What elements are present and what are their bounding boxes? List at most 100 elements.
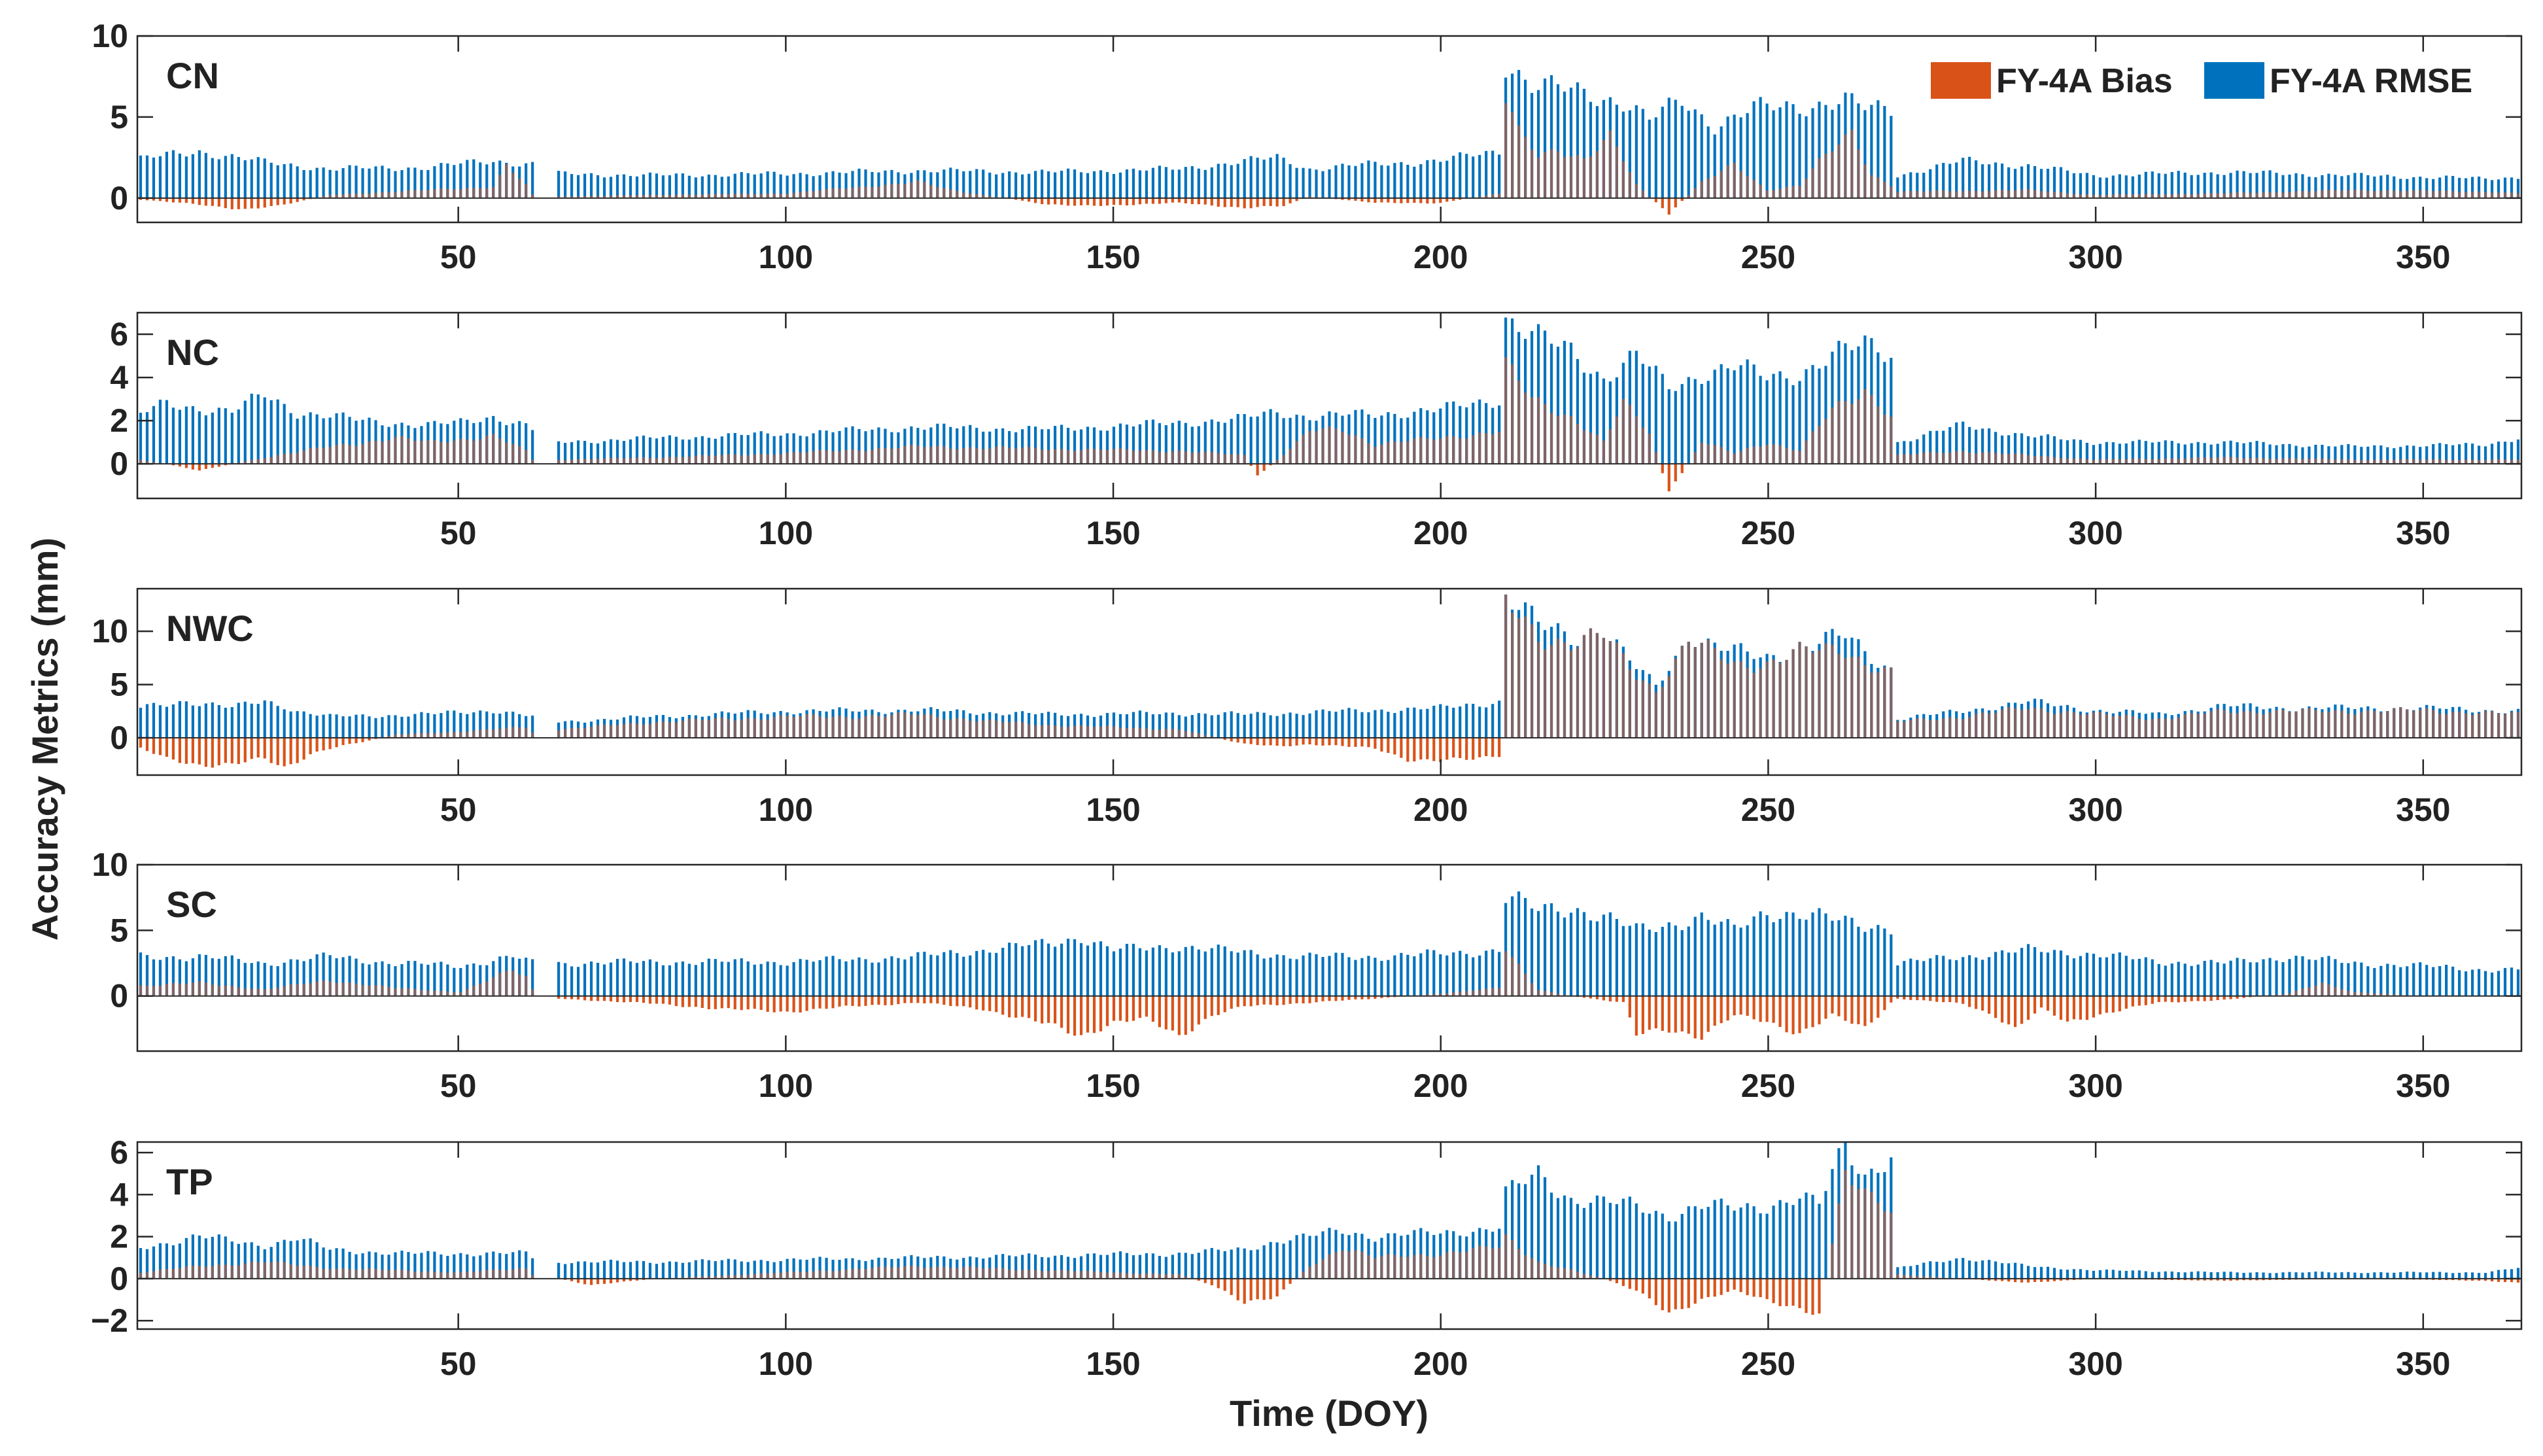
bias-bar xyxy=(733,454,736,464)
bias-bar xyxy=(2066,996,2069,1022)
rmse-bar xyxy=(825,956,828,996)
bias-bar xyxy=(1929,996,1932,1001)
rmse-bar xyxy=(1791,385,1795,464)
rmse-bar xyxy=(256,394,260,464)
rmse-bar xyxy=(1536,1165,1540,1279)
bias-bar xyxy=(733,193,736,198)
bias-bar xyxy=(1549,992,1553,996)
rmse-bar xyxy=(2451,176,2455,198)
rmse-bar xyxy=(2164,440,2167,464)
bias-bar xyxy=(982,1268,985,1279)
bias-bar xyxy=(1491,1248,1495,1279)
bias-bar xyxy=(2314,191,2317,198)
rmse-bar xyxy=(2386,447,2389,464)
rmse-bar xyxy=(453,967,456,996)
rmse-bar xyxy=(1459,152,1462,198)
x-tick-label: 100 xyxy=(759,791,813,828)
rmse-bar xyxy=(779,965,782,996)
rmse-bar xyxy=(2196,442,2200,464)
bias-bar xyxy=(1243,455,1246,464)
bias-bar xyxy=(2000,190,2004,198)
rmse-bar xyxy=(1877,925,1880,996)
bias-bar xyxy=(1380,738,1383,752)
bias-bar xyxy=(1654,1278,1657,1306)
bias-bar xyxy=(2406,190,2409,198)
rmse-bar xyxy=(230,154,234,198)
bias-bar xyxy=(910,996,913,1003)
bias-bar xyxy=(1798,996,1801,1033)
rmse-bar xyxy=(701,176,704,198)
bias-bar xyxy=(2458,711,2461,738)
rmse-bar xyxy=(1223,423,1226,464)
y-tick-label: 6 xyxy=(110,1134,128,1171)
rmse-bar xyxy=(2236,1272,2239,1279)
bias-bar xyxy=(1269,1278,1272,1300)
bias-bar xyxy=(2451,190,2455,198)
bias-bar xyxy=(2079,194,2083,198)
rmse-bar xyxy=(309,714,312,738)
rmse-bar xyxy=(341,412,345,464)
bias-bar xyxy=(1700,642,1703,738)
rmse-bar xyxy=(2000,435,2004,464)
bias-bar xyxy=(1896,1274,1899,1279)
rmse-bar xyxy=(2432,179,2435,198)
bias-bar xyxy=(635,996,639,1002)
rmse-bar xyxy=(1641,364,1644,464)
bias-bar xyxy=(485,980,489,996)
bias-bar xyxy=(1667,1278,1670,1313)
bias-bar xyxy=(851,996,854,1006)
bias-bar xyxy=(453,440,456,464)
rmse-bar xyxy=(217,704,220,738)
bias-bar xyxy=(975,194,978,198)
bias-bar xyxy=(701,719,704,738)
rmse-bar xyxy=(1563,917,1566,996)
bias-bar xyxy=(766,454,769,464)
bias-bar xyxy=(1315,996,1318,1003)
bias-bar xyxy=(642,457,646,464)
bias-bar xyxy=(1445,738,1449,760)
rmse-bar xyxy=(2432,443,2435,464)
rmse-bar xyxy=(224,1236,227,1279)
rmse-bar xyxy=(1824,913,1827,996)
rmse-bar xyxy=(531,162,534,198)
rmse-bar xyxy=(615,440,619,464)
bias-bar xyxy=(440,990,443,996)
bias-bar xyxy=(1132,996,1135,1021)
rmse-bar xyxy=(2131,441,2134,464)
bias-bar xyxy=(910,444,913,464)
bias-bar xyxy=(2124,996,2128,1009)
rmse-bar xyxy=(2516,179,2520,198)
rmse-bar xyxy=(1459,406,1462,464)
rmse-bar xyxy=(2321,445,2324,464)
bias-bar xyxy=(2503,1278,2507,1283)
bias-bar xyxy=(400,734,404,738)
rmse-bar xyxy=(2066,170,2069,198)
rmse-bar xyxy=(648,172,652,198)
rmse-bar xyxy=(2026,944,2030,996)
rmse-bar xyxy=(2229,1272,2232,1279)
bias-bar xyxy=(1334,428,1338,464)
bias-bar xyxy=(2353,992,2357,996)
bias-bar xyxy=(1498,1247,1501,1279)
rmse-bar xyxy=(2013,433,2017,464)
rmse-bar xyxy=(844,173,848,198)
bias-bar xyxy=(2118,194,2121,198)
bias-bar xyxy=(1877,406,1880,464)
rmse-bar xyxy=(753,174,756,198)
bias-bar xyxy=(799,192,802,198)
rmse-bar xyxy=(2432,1272,2435,1279)
bias-bar xyxy=(2203,714,2206,738)
rmse-bar xyxy=(2334,959,2337,996)
bias-bar xyxy=(838,716,841,738)
rmse-bar xyxy=(2046,952,2050,996)
rmse-bar xyxy=(2386,963,2389,996)
bias-bar xyxy=(897,712,900,738)
rmse-bar xyxy=(2308,446,2311,464)
bias-bar xyxy=(498,729,502,738)
bias-bar xyxy=(1203,735,1207,738)
bias-bar xyxy=(1118,727,1122,738)
bias-bar xyxy=(1759,1278,1762,1298)
bias-bar xyxy=(2223,457,2226,464)
bias-bar xyxy=(289,984,292,996)
bias-bar xyxy=(171,982,175,996)
